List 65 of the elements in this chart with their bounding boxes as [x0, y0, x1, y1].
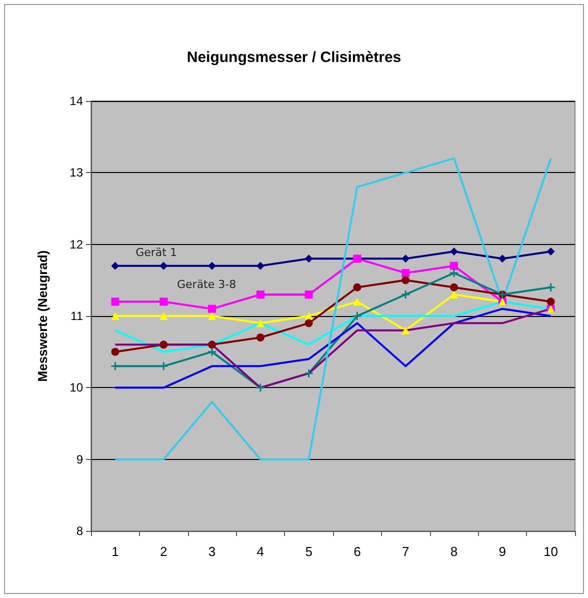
y-tick-label: 10: [70, 380, 84, 395]
point: [402, 269, 410, 277]
point: [160, 298, 168, 306]
y-tick-label: 13: [70, 166, 84, 180]
point: [450, 290, 458, 298]
x-tick-label: 7: [402, 544, 410, 559]
line-series: [114, 308, 552, 389]
point: [256, 290, 264, 298]
point: [352, 311, 362, 321]
point: [207, 347, 217, 357]
point: [158, 361, 168, 371]
x-tick-label: 3: [208, 544, 216, 559]
point: [111, 262, 120, 270]
point: [304, 312, 313, 320]
point: [498, 254, 506, 263]
y-axis-title: Messwerte (Neugrad): [35, 250, 50, 382]
point: [546, 248, 555, 256]
point: [111, 312, 120, 320]
point: [208, 304, 216, 313]
chart-title: Neigungsmesser / Clisimètres: [186, 49, 402, 66]
point: [110, 361, 120, 371]
point: [304, 290, 313, 298]
point: [304, 319, 313, 328]
point: [160, 262, 168, 270]
x-tick-label: 8: [450, 544, 458, 559]
x-tick-label: 6: [354, 544, 361, 559]
point: [546, 298, 555, 306]
x-tick-label: 10: [544, 544, 558, 559]
point: [353, 283, 362, 292]
point: [208, 340, 216, 349]
point: [450, 248, 458, 256]
annotation: Gerät 1: [136, 246, 177, 259]
point: [256, 382, 266, 392]
x-tick-label: 2: [160, 544, 168, 559]
point: [402, 326, 410, 334]
y-tick-label: 14: [70, 94, 84, 108]
point: [304, 254, 313, 263]
line-series: [114, 157, 552, 460]
point: [402, 254, 410, 263]
point: [400, 290, 410, 300]
point: [208, 312, 216, 320]
x-tick-label: 4: [256, 544, 264, 559]
point: [160, 312, 168, 320]
x-tick-label: 5: [305, 544, 312, 559]
point: [256, 262, 264, 270]
point: [353, 298, 362, 306]
y-tick-label: 12: [70, 237, 84, 252]
y-tick-label: 9: [76, 452, 84, 466]
point: [256, 334, 264, 342]
x-tick-label: 9: [498, 544, 506, 559]
x-tick-label: 1: [112, 544, 119, 559]
point: [304, 368, 314, 378]
point: [208, 262, 216, 270]
point: [546, 282, 556, 292]
point: [160, 340, 168, 349]
annotation: Geräte 3-8: [177, 278, 236, 291]
point: [402, 276, 410, 284]
point: [449, 268, 459, 278]
point: [111, 298, 120, 306]
point: [450, 283, 458, 292]
y-tick-label: 11: [70, 309, 84, 323]
point: [450, 262, 458, 270]
point: [111, 348, 120, 356]
point: [256, 319, 264, 328]
y-tick-label: 8: [76, 524, 84, 538]
